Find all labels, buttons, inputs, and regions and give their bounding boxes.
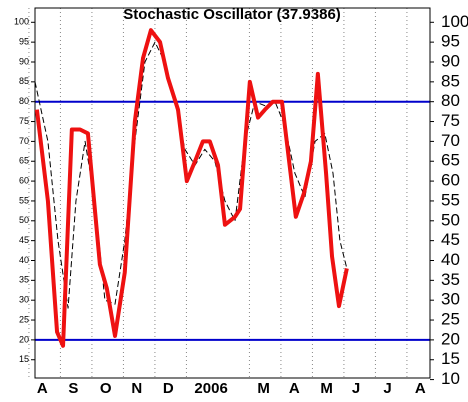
y-tick-label: 55 (19, 195, 29, 205)
x-tick-label: A (37, 380, 48, 397)
y2-tick-label: 85 (441, 71, 460, 90)
y2-tick-label: 10 (441, 369, 460, 388)
y-tick-label: 60 (19, 175, 29, 185)
y-tick-label: 85 (19, 76, 29, 86)
y-tick-label: 70 (19, 136, 29, 146)
y2-tick-label: 45 (441, 230, 460, 249)
chart-title: Stochastic Oscillator (37.9386) (123, 6, 341, 23)
x-tick-label: A (289, 380, 300, 397)
y2-tick-label: 65 (441, 151, 460, 170)
oscillator-line (34, 28, 349, 348)
x-tick-label: 2006 (194, 380, 227, 397)
y2-tick-label: 90 (441, 51, 460, 70)
y2-tick-label: 80 (441, 91, 460, 110)
y2-tick-label: 25 (441, 310, 460, 329)
plot-frame (34, 7, 431, 379)
y-tick-label: 100 (14, 17, 29, 27)
x-tick-label: O (100, 380, 112, 397)
y2-tick-label: 55 (441, 190, 460, 209)
y2-tick-label: 100 (441, 12, 468, 31)
x-tick-label: N (131, 380, 142, 397)
y-tick-label: 25 (19, 314, 29, 324)
y-tick-label: 65 (19, 156, 29, 166)
y2-tick-label: 30 (441, 290, 460, 309)
y-tick-label: 95 (19, 37, 29, 47)
y2-tick-label: 20 (441, 329, 460, 348)
y-tick-label: 35 (19, 275, 29, 285)
x-tick-label: M (320, 380, 333, 397)
y2-tick-label: 75 (441, 111, 460, 130)
y2-tick-label: 95 (441, 32, 460, 51)
y-tick-label: 80 (19, 96, 29, 106)
y-tick-label: 30 (19, 295, 29, 305)
y-tick-label: 15 (19, 354, 29, 364)
y2-tick-label: 40 (441, 250, 460, 269)
x-tick-label: A (415, 380, 426, 397)
y-tick-label: 90 (19, 56, 29, 66)
y-tick-label: 50 (19, 215, 29, 225)
y-tick-label: 20 (19, 334, 29, 344)
y2-tick-label: 60 (441, 171, 460, 190)
y2-tick-label: 70 (441, 131, 460, 150)
x-tick-label: S (68, 380, 78, 397)
x-tick-label: D (163, 380, 174, 397)
y-tick-label: 75 (19, 116, 29, 126)
y2-tick-label: 50 (441, 210, 460, 229)
y-tick-label: 40 (19, 255, 29, 265)
y-tick-label: 45 (19, 235, 29, 245)
x-tick-label: M (257, 380, 270, 397)
x-tick-label: J (383, 380, 391, 397)
x-tick-label: J (352, 380, 360, 397)
y2-tick-label: 15 (441, 349, 460, 368)
y2-tick-label: 35 (441, 270, 460, 289)
